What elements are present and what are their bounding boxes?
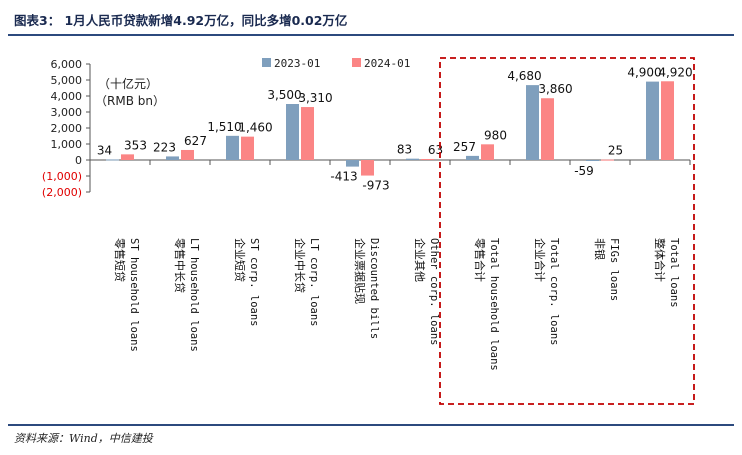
data-label: -59 <box>574 164 594 178</box>
y-tick-label: 3,000 <box>51 106 83 119</box>
data-label: 980 <box>484 128 507 142</box>
x-category-label-en: Total loans <box>668 238 680 308</box>
bar <box>301 107 314 160</box>
bar <box>601 159 614 161</box>
data-label: 3,310 <box>298 91 332 105</box>
legend-label: 2024-01 <box>364 57 410 70</box>
legend-swatch <box>352 58 361 67</box>
bar <box>526 85 539 160</box>
y-tick-label: 0 <box>75 154 82 167</box>
title-rule <box>8 34 734 36</box>
bar <box>346 160 359 167</box>
data-label: 1,460 <box>238 121 272 135</box>
legend-swatch <box>262 58 271 67</box>
bar <box>226 135 239 160</box>
bar <box>661 81 674 160</box>
bar <box>586 160 599 161</box>
y-tick-label: (1,000) <box>42 170 82 183</box>
legend-label: 2023-01 <box>274 57 320 70</box>
data-label: 353 <box>124 138 147 152</box>
bar <box>181 149 194 160</box>
x-category-label-en: Total corp. loans <box>548 238 560 345</box>
data-label: 34 <box>97 143 112 157</box>
x-category-label-cn: 企业票据贴现 <box>353 238 367 304</box>
data-label: 25 <box>608 144 623 158</box>
data-label: 4,900 <box>627 66 661 80</box>
x-category-label-en: ST household loans <box>128 238 140 352</box>
x-category-label-cn: 零售短贷 <box>113 238 127 282</box>
bar <box>406 158 419 160</box>
x-category-label-en: LT household loans <box>188 238 200 352</box>
y-tick-label: 5,000 <box>51 74 83 87</box>
chart-title: 图表3： 1月人民币贷款新增4.92万亿，同比多增0.02万亿 <box>14 13 348 28</box>
bar <box>286 104 299 160</box>
data-label: 83 <box>397 143 412 157</box>
data-label: 627 <box>184 134 207 148</box>
x-category-label-cn: 企业合计 <box>533 238 547 282</box>
data-label: 223 <box>153 140 176 154</box>
x-category-label-cn: 企业其他 <box>413 238 427 282</box>
y-tick-label: 2,000 <box>51 122 83 135</box>
x-category-label-en: Total household loans <box>488 238 500 371</box>
x-category-label-cn: 零售合计 <box>473 238 487 282</box>
x-category-label-en: LT corp. loans <box>308 238 320 327</box>
data-label: 4,920 <box>658 65 692 79</box>
bar <box>541 98 554 160</box>
unit-label-cn: （十亿元） <box>98 76 158 91</box>
x-category-label-cn: 零售中长贷 <box>173 238 187 293</box>
source-note: 资料来源：Wind，中信建投 <box>14 432 153 445</box>
data-label: -413 <box>330 170 357 184</box>
data-label: 3,500 <box>267 88 301 102</box>
bar <box>646 81 659 160</box>
unit-label-en: （RMB bn） <box>95 94 165 108</box>
bar <box>481 144 494 160</box>
x-category-label-en: Discounted bills <box>368 238 380 339</box>
data-label: 4,680 <box>507 69 541 83</box>
y-tick-label: 6,000 <box>51 58 83 71</box>
x-category-label-cn: 非银 <box>593 238 607 260</box>
y-tick-label: (2,000) <box>42 186 82 199</box>
data-label: 257 <box>453 140 476 154</box>
bar <box>421 158 434 160</box>
x-category-label-en: FIGs loans <box>608 238 620 301</box>
y-tick-label: 4,000 <box>51 90 83 103</box>
x-category-label-en: Other corp. loans <box>428 238 440 345</box>
x-category-label-en: ST corp. loans <box>248 238 260 327</box>
x-category-label-cn: 整体合计 <box>653 238 667 282</box>
bar <box>361 160 374 176</box>
bar <box>466 155 479 160</box>
x-category-label-cn: 企业短贷 <box>233 238 247 282</box>
footer-rule <box>8 424 734 426</box>
data-label: -973 <box>362 179 389 193</box>
bar <box>106 159 119 161</box>
bar <box>166 156 179 160</box>
data-label: 3,860 <box>538 82 572 96</box>
bar <box>121 154 134 160</box>
y-tick-label: 1,000 <box>51 138 83 151</box>
bar <box>241 136 254 160</box>
data-label: 1,510 <box>207 120 241 134</box>
x-category-label-cn: 企业中长贷 <box>293 238 307 293</box>
